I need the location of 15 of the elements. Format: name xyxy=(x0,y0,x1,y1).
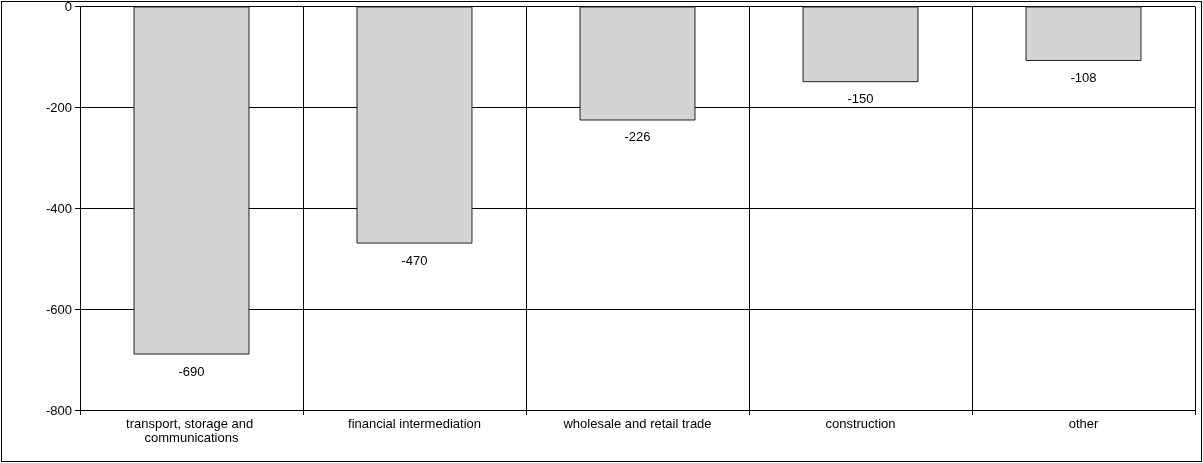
data-label: -108 xyxy=(1070,69,1097,85)
data-label: -150 xyxy=(847,91,874,107)
y-tick-label: 0 xyxy=(64,0,72,14)
data-label: -226 xyxy=(624,129,651,145)
x-tick-label: other xyxy=(1068,415,1099,431)
y-tick-label: -800 xyxy=(45,402,72,418)
y-tick-label: -400 xyxy=(45,200,72,216)
x-tick-label: financial intermediation xyxy=(348,415,481,431)
y-tick-label: -600 xyxy=(45,301,72,317)
x-tick-label: transport, storage and communications xyxy=(126,415,257,445)
x-tick-label: wholesale and retail trade xyxy=(562,415,712,431)
x-tick-label: construction xyxy=(825,415,896,431)
data-label: -690 xyxy=(178,363,205,379)
data-label: -470 xyxy=(401,252,428,268)
y-tick-label: -200 xyxy=(45,99,72,115)
